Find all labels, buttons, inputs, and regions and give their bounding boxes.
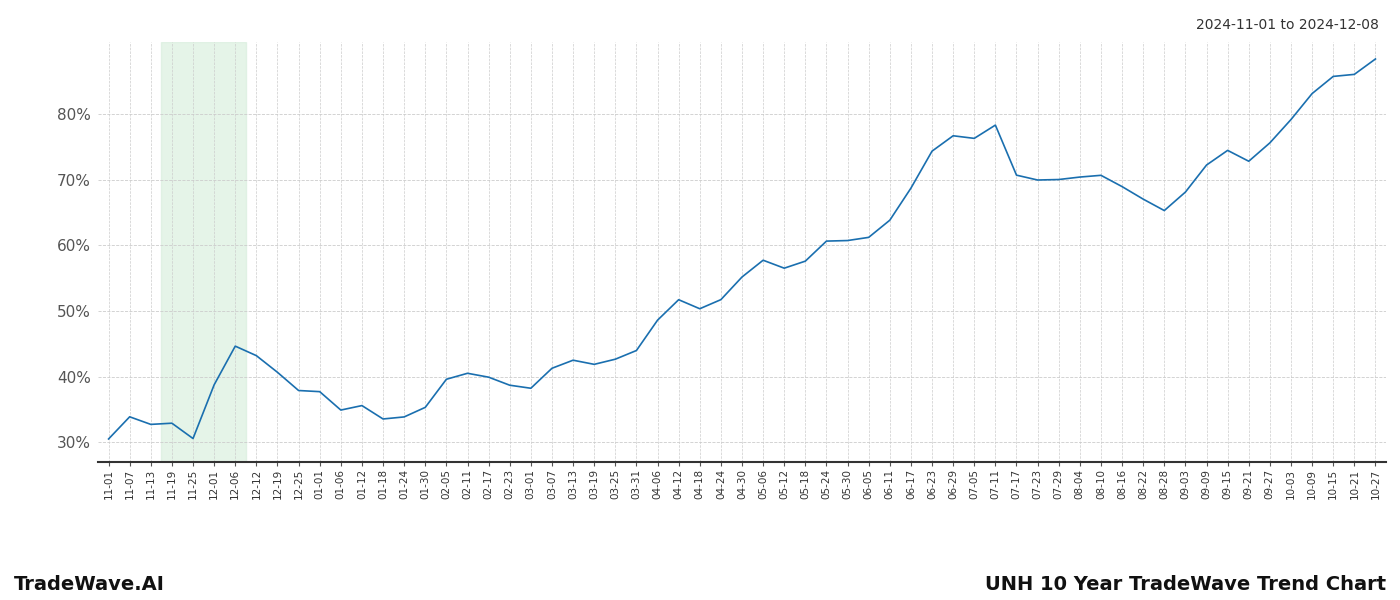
Text: 2024-11-01 to 2024-12-08: 2024-11-01 to 2024-12-08 [1196, 18, 1379, 32]
Text: UNH 10 Year TradeWave Trend Chart: UNH 10 Year TradeWave Trend Chart [984, 575, 1386, 594]
Text: TradeWave.AI: TradeWave.AI [14, 575, 165, 594]
Bar [161, 42, 246, 462]
